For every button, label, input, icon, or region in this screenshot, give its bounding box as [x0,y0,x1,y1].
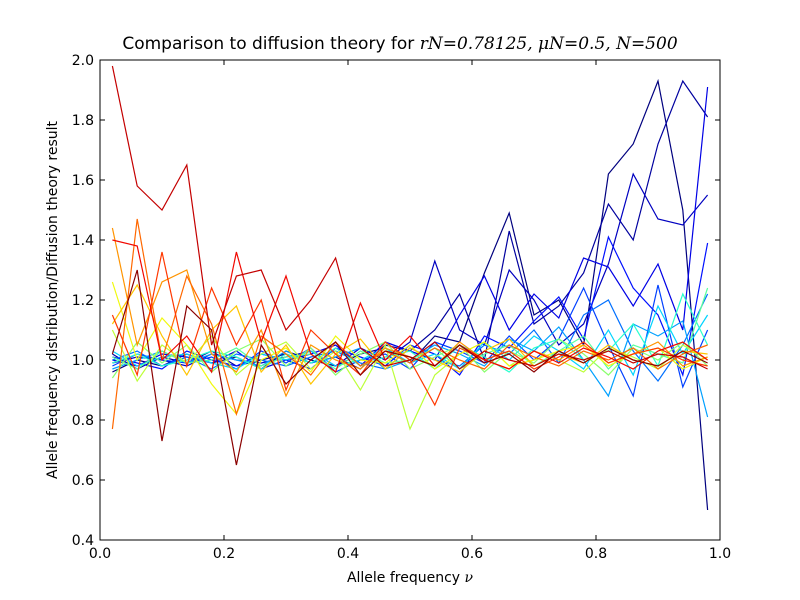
x-tick-label: 0.6 [461,546,483,562]
series-line-2 [112,79,709,370]
x-tick-label: 0.4 [337,546,359,562]
y-tick-label: 1.8 [72,113,94,129]
series-line-1 [112,78,709,511]
tick-layer: 0.0 0.2 0.4 0.6 0.8 1.0 0.4 0.6 0.8 1.0 1.2 1.4 1.6 1… [72,53,731,562]
chart-title: Comparison to diffusion theory for rN=0.… [0,34,800,54]
y-tick-label: 1.0 [72,353,94,369]
y-tick-label: 1.6 [72,173,94,189]
series-line-17 [111,218,708,430]
x-axis-label: Allele frequency ν [347,570,474,586]
y-tick-label: 1.2 [72,293,94,309]
y-tick-label: 0.6 [72,473,94,489]
x-axis-symbol: ν [465,570,474,586]
y-tick-label: 0.8 [72,413,94,429]
y-tick-label: 2.0 [72,53,94,69]
x-tick-label: 0.0 [89,546,111,562]
chart-title-params: rN=0.78125, μN=0.5, N=500 [419,34,678,54]
y-tick-label: 1.4 [72,233,94,249]
x-tick-label: 0.8 [585,546,607,562]
series-line-16 [111,227,708,398]
x-tick-label: 0.2 [213,546,235,562]
plot-frame [99,59,721,541]
series-line-19 [112,239,708,374]
series-line-14 [111,281,708,416]
chart-title-text: Comparison to diffusion theory for [122,34,420,54]
series-layer [111,65,709,511]
series-line-21 [111,269,708,466]
y-tick-label: 0.4 [72,533,94,549]
y-axis-label: Allele frequency distribution/Diffusion … [45,120,61,479]
x-tick-label: 1.0 [709,546,731,562]
series-line-20 [111,65,708,370]
